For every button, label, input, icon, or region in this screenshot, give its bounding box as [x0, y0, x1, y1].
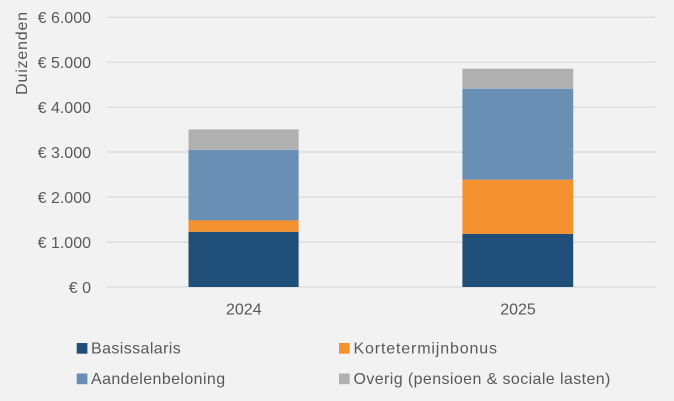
svg-text:Kortetermijnbonus: Kortetermijnbonus	[354, 341, 498, 358]
svg-text:€ 5.000: € 5.000	[38, 55, 91, 72]
svg-text:€ 0: € 0	[69, 280, 91, 297]
svg-text:Duizenden: Duizenden	[14, 11, 31, 95]
svg-text:Aandelenbeloning: Aandelenbeloning	[91, 371, 226, 388]
svg-text:Basissalaris: Basissalaris	[91, 341, 181, 358]
svg-text:€ 6.000: € 6.000	[38, 10, 91, 27]
svg-text:€ 4.000: € 4.000	[38, 100, 91, 117]
svg-text:Overig (pensioen & sociale las: Overig (pensioen & sociale lasten)	[354, 371, 611, 388]
svg-text:€ 2.000: € 2.000	[38, 190, 91, 207]
svg-text:2024: 2024	[226, 301, 262, 318]
svg-text:€ 1.000: € 1.000	[38, 235, 91, 252]
svg-text:2025: 2025	[500, 301, 536, 318]
svg-text:€ 3.000: € 3.000	[38, 145, 91, 162]
